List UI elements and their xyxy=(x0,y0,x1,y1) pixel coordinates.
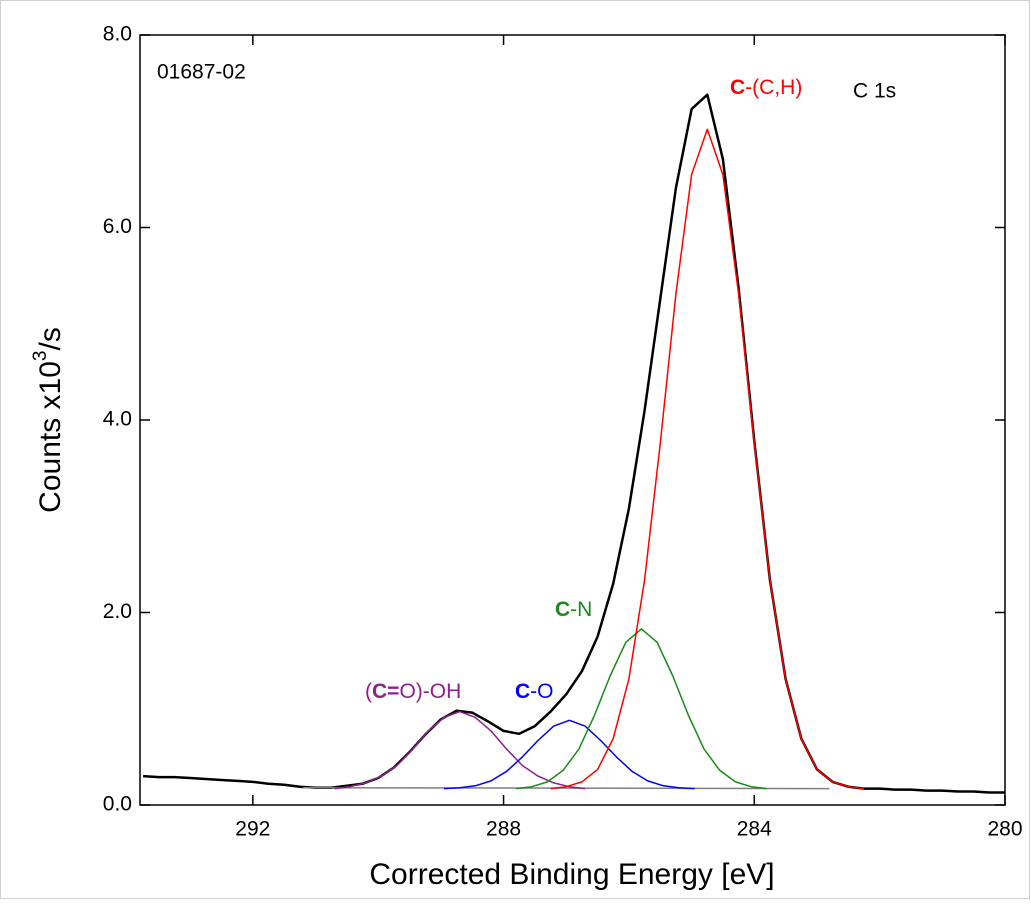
y-tick-label: 6.0 xyxy=(103,215,132,238)
y-tick-label: 2.0 xyxy=(103,600,132,623)
series-line xyxy=(334,710,586,790)
peak-label-part: C xyxy=(515,680,530,703)
peak-label: C-O xyxy=(515,680,554,703)
peak-label: C-N xyxy=(555,598,592,621)
peak-label-part: C= xyxy=(372,680,399,703)
y-axis-label-sup: 3 xyxy=(30,351,51,362)
x-tick-label: 292 xyxy=(235,818,270,841)
y-tick-label: 0.0 xyxy=(103,793,132,816)
series-line xyxy=(302,786,830,790)
series-line xyxy=(550,128,865,790)
y-axis-label-tail: /s xyxy=(34,327,67,350)
peak-label-part: O)-OH xyxy=(399,680,461,703)
y-tick-label: 8.0 xyxy=(103,23,132,46)
peak-label-part: -O xyxy=(530,680,553,703)
peak-label-part: ( xyxy=(365,680,372,703)
sample-id: 01687-02 xyxy=(157,61,246,84)
x-tick-label: 284 xyxy=(737,818,772,841)
peak-label: (C=O)-OH xyxy=(365,680,461,703)
series-line xyxy=(443,719,695,790)
region-label: C 1s xyxy=(853,80,896,103)
peak-label-part: C xyxy=(555,598,570,621)
peak-label-part: -(C,H) xyxy=(745,76,802,99)
x-axis-label: Corrected Binding Energy [eV] xyxy=(369,858,774,891)
y-axis-label: Counts x103/s xyxy=(30,327,67,513)
peak-label: C-(C,H) xyxy=(730,76,802,99)
x-tick-label: 288 xyxy=(486,818,521,841)
x-tick-label: 280 xyxy=(987,818,1022,841)
peak-label-part: C xyxy=(730,76,745,99)
peak-label-part: -N xyxy=(570,598,592,621)
series-line xyxy=(516,628,767,790)
y-axis-label-text: Counts x10 xyxy=(34,361,67,513)
y-tick-label: 4.0 xyxy=(103,408,132,431)
